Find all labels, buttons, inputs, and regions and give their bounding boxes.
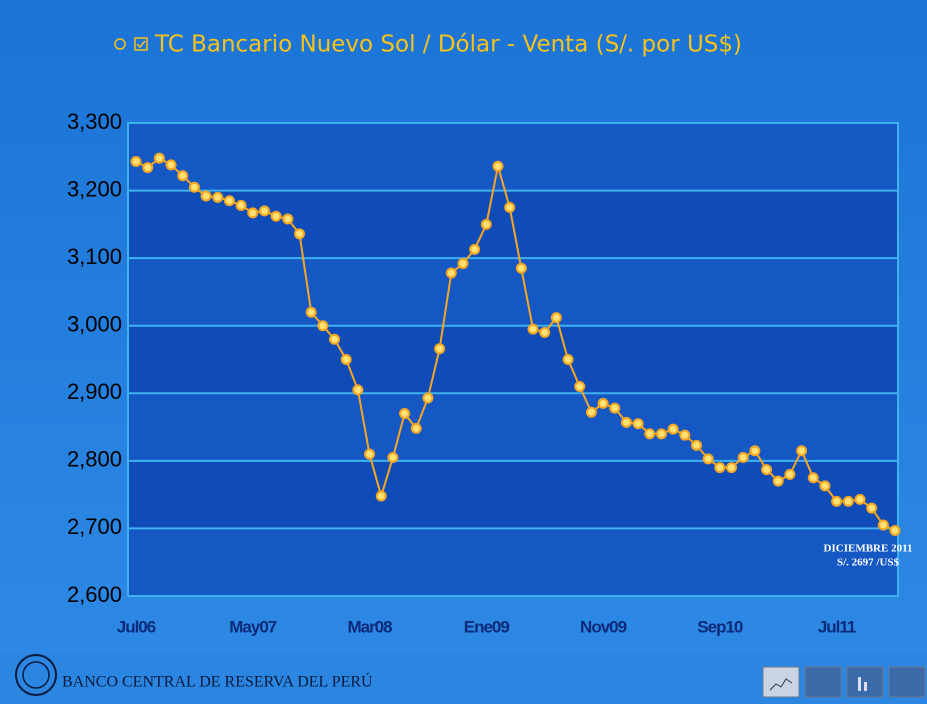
data-point: [377, 491, 386, 500]
y-tick-label: 2,600: [67, 582, 122, 607]
x-tick-label: Ene09: [464, 617, 510, 636]
footer-text: BANCO CENTRAL DE RESERVA DEL PERÚ: [62, 672, 373, 691]
x-tick-label: Nov09: [580, 617, 627, 636]
nav-button[interactable]: [805, 667, 841, 697]
data-point: [353, 385, 362, 394]
data-point: [132, 157, 141, 166]
plot-band: [128, 123, 898, 191]
data-point: [493, 162, 502, 171]
data-point: [680, 431, 689, 440]
x-tick-label: May07: [229, 617, 277, 636]
data-point: [809, 473, 818, 482]
y-tick-label: 3,100: [67, 244, 122, 269]
plot-band: [128, 326, 898, 394]
data-point: [330, 335, 339, 344]
x-tick-label: Jul06: [117, 617, 156, 636]
data-point: [248, 208, 257, 217]
data-point: [260, 206, 269, 215]
data-point: [622, 418, 631, 427]
data-point: [785, 470, 794, 479]
nav-button-icon: [858, 677, 861, 691]
data-point: [482, 220, 491, 229]
data-point: [704, 454, 713, 463]
data-point: [645, 429, 654, 438]
data-point: [727, 463, 736, 472]
data-point: [318, 321, 327, 330]
data-point: [237, 201, 246, 210]
data-point: [820, 481, 829, 490]
data-point: [540, 328, 549, 337]
data-point: [762, 465, 771, 474]
data-point: [750, 446, 759, 455]
plot-band: [128, 461, 898, 529]
data-point: [190, 183, 199, 192]
data-point: [447, 269, 456, 278]
y-tick-label: 2,700: [67, 514, 122, 539]
data-point: [552, 313, 561, 322]
data-point: [832, 497, 841, 506]
data-point: [774, 477, 783, 486]
y-tick-label: 3,200: [67, 176, 122, 201]
y-tick-label: 2,800: [67, 447, 122, 472]
data-point: [155, 154, 164, 163]
data-point: [470, 245, 479, 254]
chart: TC Bancario Nuevo Sol / Dólar - Venta (S…: [0, 0, 927, 704]
data-point: [400, 409, 409, 418]
data-point: [610, 404, 619, 413]
annotation: S/. 2697 /US$: [837, 557, 900, 569]
y-tick-label: 2,900: [67, 379, 122, 404]
data-point: [879, 521, 888, 530]
data-point: [692, 441, 701, 450]
plot-band: [128, 393, 898, 461]
data-point: [634, 419, 643, 428]
y-tick-label: 3,000: [67, 312, 122, 337]
data-point: [412, 424, 421, 433]
data-point: [517, 264, 526, 273]
data-point: [435, 344, 444, 353]
data-point: [529, 325, 538, 334]
data-point: [342, 355, 351, 364]
data-point: [587, 408, 596, 417]
nav-button-icon: [864, 682, 867, 691]
data-point: [458, 259, 467, 268]
data-point: [283, 214, 292, 223]
data-point: [739, 453, 748, 462]
data-point: [365, 450, 374, 459]
y-tick-label: 3,300: [67, 109, 122, 134]
data-point: [599, 399, 608, 408]
data-point: [143, 163, 152, 172]
data-point: [657, 429, 666, 438]
data-point: [295, 229, 304, 238]
annotation: DICIEMBRE 2011: [824, 543, 913, 555]
nav-button[interactable]: [763, 667, 799, 697]
x-tick-label: Jul11: [818, 617, 856, 636]
data-point: [505, 203, 514, 212]
data-point: [423, 394, 432, 403]
nav-button[interactable]: [889, 667, 925, 697]
data-point: [213, 193, 222, 202]
data-point: [844, 497, 853, 506]
data-point: [867, 504, 876, 513]
chart-title: TC Bancario Nuevo Sol / Dólar - Venta (S…: [154, 32, 742, 58]
data-point: [855, 495, 864, 504]
data-point: [669, 425, 678, 434]
data-point: [891, 526, 900, 535]
data-point: [575, 382, 584, 391]
data-point: [307, 308, 316, 317]
data-point: [388, 453, 397, 462]
data-point: [715, 463, 724, 472]
data-point: [797, 446, 806, 455]
data-point: [202, 191, 211, 200]
data-point: [178, 171, 187, 180]
plot-band: [128, 258, 898, 326]
data-point: [272, 212, 281, 221]
data-point: [564, 355, 573, 364]
x-tick-label: Sep10: [697, 617, 743, 636]
x-tick-label: Mar08: [347, 617, 392, 636]
data-point: [167, 160, 176, 169]
plot-band: [128, 528, 898, 596]
data-point: [225, 196, 234, 205]
